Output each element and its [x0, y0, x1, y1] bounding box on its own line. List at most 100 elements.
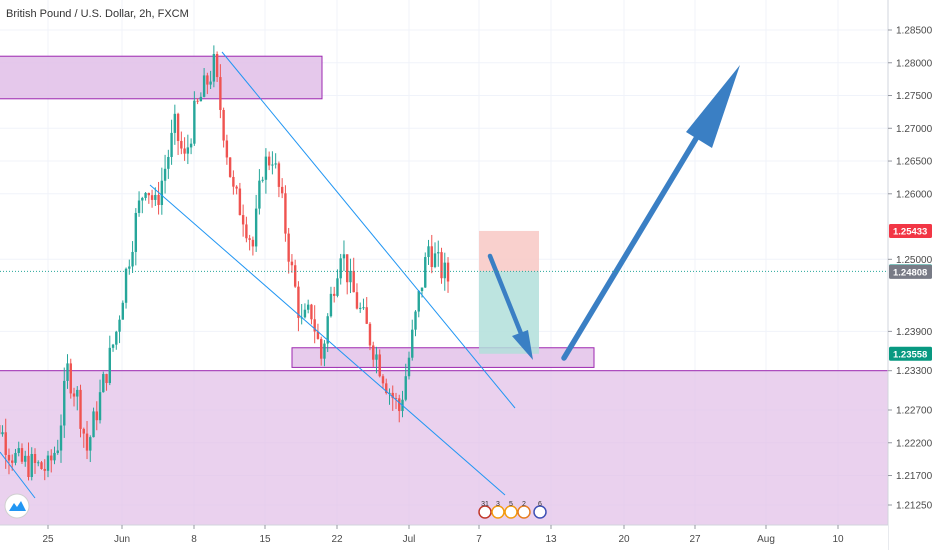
upper-trendline[interactable]	[221, 51, 516, 409]
candle-body-up	[134, 212, 138, 252]
candle-body-down	[79, 389, 82, 429]
price-badge	[889, 346, 932, 361]
candle-body-up	[199, 96, 203, 102]
candle-body-up	[209, 81, 212, 85]
candles	[0, 45, 450, 481]
resistance-zone[interactable]	[0, 55, 323, 100]
candle-body-up	[124, 268, 128, 303]
candle-body-down	[147, 192, 151, 196]
candle-body-up	[388, 392, 391, 394]
price-tick-label: 1.26500	[896, 157, 932, 168]
candle-body-down	[245, 224, 248, 239]
candle-body-down	[316, 331, 320, 339]
time-tick-label: 22	[331, 534, 343, 545]
events-bar[interactable]: 31 3 5 2 6	[478, 501, 547, 519]
price-tick-label: 1.28500	[896, 26, 932, 37]
candle-body-up	[98, 392, 102, 421]
price-tick-label: 1.25000	[896, 255, 932, 266]
candle-body-down	[222, 109, 225, 141]
candle-body-up	[163, 168, 167, 181]
candle-body-down	[394, 398, 398, 400]
price-tick-label: 1.23900	[896, 327, 932, 338]
logo-icon	[9, 501, 26, 511]
time-tick-label: 20	[618, 534, 630, 545]
candle-body-up	[63, 380, 66, 426]
tradingview-logo[interactable]	[4, 493, 30, 519]
candle-body-down	[290, 261, 294, 266]
candle-body-down	[69, 363, 72, 394]
candle-body-down	[297, 286, 300, 318]
candle-body-down	[440, 252, 443, 279]
candle-body-down	[238, 188, 242, 216]
zones-layer[interactable]	[0, 55, 889, 526]
economic-event-icon[interactable]	[504, 505, 518, 519]
candle-body-up	[1, 432, 4, 435]
candle-body-down	[43, 468, 46, 471]
candle-body-up	[111, 344, 115, 348]
candle-body-up	[339, 258, 342, 279]
candle-body-up	[118, 319, 121, 332]
candle-body-down	[385, 383, 388, 394]
candle-body-up	[167, 156, 170, 169]
candle-body-up	[261, 179, 264, 181]
price-tick-label: 1.22200	[896, 438, 932, 449]
candle-body-down	[293, 265, 297, 287]
arrows[interactable]	[487, 65, 740, 361]
price-tick-label: 1.28000	[896, 58, 932, 69]
candle-body-up	[303, 309, 307, 318]
lower-trendline[interactable]	[149, 184, 506, 496]
candle-body-up	[170, 132, 173, 157]
economic-event-icon[interactable]	[491, 505, 505, 519]
candle-body-down	[196, 100, 199, 102]
candle-body-up	[89, 437, 92, 451]
candle-body-up	[258, 180, 261, 209]
candle-body-down	[398, 398, 401, 412]
time-tick-label: Jul	[403, 534, 416, 545]
candle-body-down	[50, 455, 53, 461]
take-profit-area[interactable]	[479, 271, 539, 354]
logo-circle[interactable]	[4, 493, 30, 519]
candle-body-up	[115, 331, 118, 345]
candle-body-up	[411, 329, 414, 358]
down-arrow-shaft[interactable]	[487, 253, 525, 339]
candle-body-up	[53, 452, 56, 461]
economic-event-icon[interactable]	[517, 505, 531, 519]
candle-body-up	[92, 411, 95, 438]
candle-body-down	[180, 140, 183, 149]
time-tick-label: Aug	[757, 534, 775, 545]
candle-body-down	[40, 462, 43, 469]
economic-event-icon[interactable]	[478, 505, 492, 519]
candle-body-up	[173, 113, 177, 133]
candle-body-up	[141, 197, 144, 201]
demand-zone[interactable]	[0, 370, 889, 526]
candle-body-down	[225, 140, 229, 158]
candle-body-up	[349, 270, 352, 283]
candle-body-down	[287, 233, 290, 262]
candle-body-down	[277, 163, 281, 187]
time-tick-label: 27	[689, 534, 701, 545]
candle-body-up	[193, 100, 196, 144]
candle-body-up	[212, 54, 216, 82]
trendlines[interactable]	[0, 51, 516, 499]
up-arrow-head[interactable]	[686, 65, 740, 148]
candle-body-down	[381, 376, 385, 384]
entry-zone[interactable]	[291, 347, 595, 368]
candle-body-down	[72, 393, 76, 397]
price-badge	[889, 264, 932, 279]
left-trendline[interactable]	[0, 451, 36, 499]
candle-body-down	[346, 254, 349, 283]
position-tool[interactable]	[479, 230, 539, 354]
down-arrow-head[interactable]	[512, 330, 533, 360]
time-tick-label: Jun	[114, 534, 130, 545]
economic-event-icon[interactable]	[533, 505, 547, 519]
up-arrow-shaft[interactable]	[561, 129, 703, 361]
stop-loss-area[interactable]	[479, 230, 539, 272]
price-tick-label: 1.23300	[896, 366, 932, 377]
price-badge-label: 1.24808	[893, 267, 927, 278]
economic-event-count: 5	[509, 501, 513, 508]
candle-body-down	[228, 157, 232, 177]
candle-body-down	[446, 262, 450, 282]
candle-body-down	[4, 432, 7, 455]
candle-body-up	[306, 304, 310, 310]
